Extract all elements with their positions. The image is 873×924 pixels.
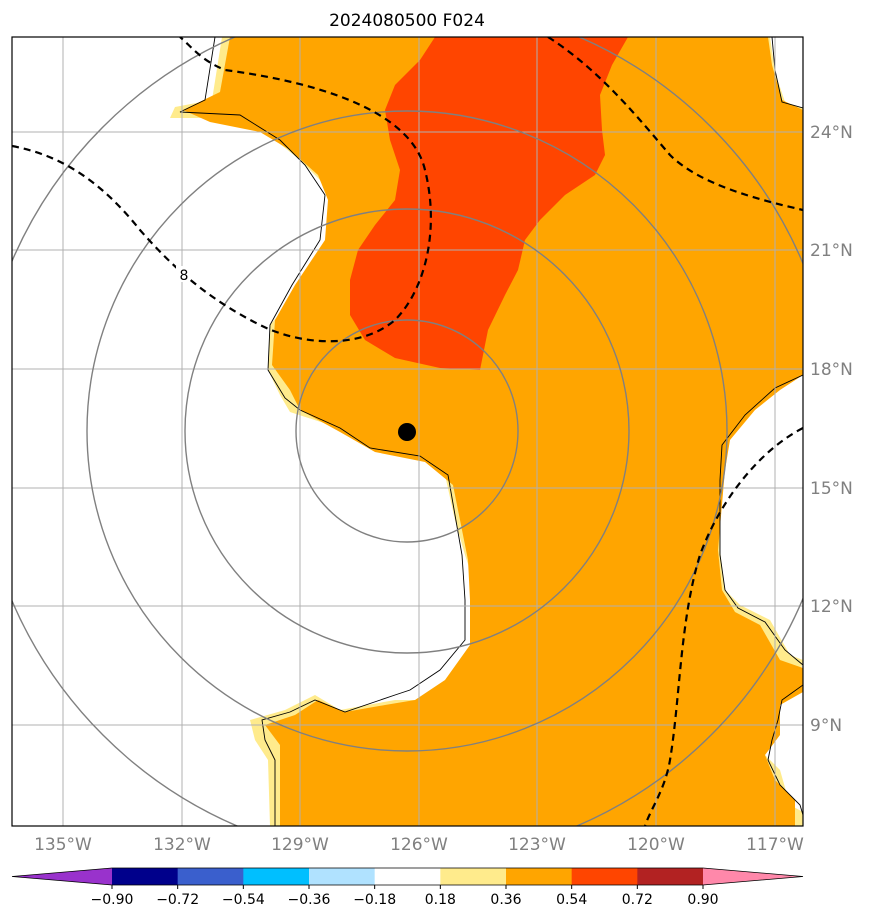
lon-label: 120°W	[627, 835, 685, 855]
lon-label: 123°W	[508, 835, 566, 855]
colorbar-bin	[506, 868, 573, 885]
range-rings	[12, 37, 803, 826]
colorbar-tick-label: 0.72	[622, 892, 653, 908]
colorbar-tick-label: −0.54	[222, 892, 265, 908]
colorbar-bin	[440, 868, 507, 885]
colorbar-tick-label: 0.36	[490, 892, 521, 908]
lat-label: 12°N	[810, 597, 853, 617]
longitude-labels: 135°W 132°W 129°W 126°W 123°W 120°W 117°…	[34, 835, 804, 855]
colorbar-tick-label: −0.18	[353, 892, 396, 908]
storm-center-marker	[398, 423, 416, 441]
colorbar-tick-label: 0.54	[556, 892, 587, 908]
colorbar-tick-label: −0.72	[156, 892, 199, 908]
lon-label: 132°W	[153, 835, 211, 855]
colorbar-bin	[637, 868, 704, 885]
lat-label: 21°N	[810, 241, 853, 261]
contour-label: 8	[180, 268, 189, 284]
colorbar-extension-high	[703, 868, 803, 885]
contour-label-bg	[176, 266, 190, 282]
map-frame	[11, 36, 804, 827]
colorbar-tick-label: 0.18	[425, 892, 456, 908]
lat-label: 15°N	[810, 479, 853, 499]
colorbar-bin	[177, 868, 244, 885]
fill-region-orange-main	[183, 37, 803, 826]
lon-label: 135°W	[34, 835, 92, 855]
lat-label: 18°N	[810, 360, 853, 380]
colorbar-tick-label: −0.36	[288, 892, 331, 908]
colorbar-extension-low	[12, 868, 112, 885]
colorbar-tick-label: −0.90	[91, 892, 134, 908]
grid-lines	[12, 37, 803, 826]
contour-northeast-line	[547, 37, 803, 212]
contour-southeast-line	[643, 427, 803, 826]
contour-8-line	[12, 37, 432, 343]
colorbar-bin	[309, 868, 376, 885]
colorbar-bin	[374, 868, 441, 885]
map-title: 2024080500 F024	[329, 11, 485, 31]
colorbar-bin	[243, 868, 310, 885]
lat-label: 9°N	[810, 716, 842, 736]
map-area: 8	[12, 37, 803, 826]
colorbar-bin	[571, 868, 638, 885]
colorbar-tick-label: 0.90	[687, 892, 718, 908]
lon-label: 117°W	[746, 835, 804, 855]
dashed-contours	[12, 37, 803, 826]
lat-label: 24°N	[810, 123, 853, 143]
coastline-west	[179, 37, 466, 826]
lon-label: 129°W	[271, 835, 329, 855]
colorbar: −0.90 −0.72 −0.54 −0.36 −0.18 0.18 0.36 0.54 0.7…	[11, 867, 804, 908]
coastline-east	[719, 37, 803, 816]
latitude-labels: 24°N 21°N 18°N 15°N 12°N 9°N	[810, 123, 853, 736]
colorbar-bin	[112, 868, 179, 885]
lon-label: 126°W	[390, 835, 448, 855]
